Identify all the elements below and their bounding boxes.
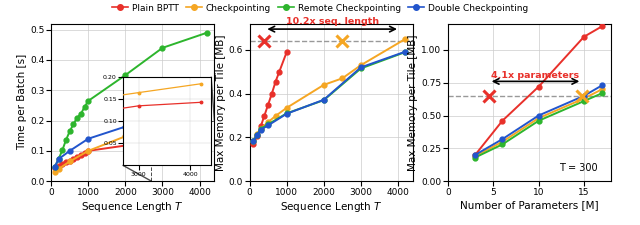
Legend: Plain BPTT, Checkpointing, Remote Checkpointing, Double Checkpointing: Plain BPTT, Checkpointing, Remote Checkp… (108, 0, 532, 16)
Bar (151, 121, 214, 181)
X-axis label: Number of Parameters [M]: Number of Parameters [M] (460, 200, 599, 210)
Y-axis label: Max Memory per Tile [MB]: Max Memory per Tile [MB] (216, 34, 225, 171)
X-axis label: Sequence Length $T$: Sequence Length $T$ (280, 200, 383, 214)
X-axis label: Sequence Length $T$: Sequence Length $T$ (81, 200, 184, 214)
Y-axis label: Time per Batch [s]: Time per Batch [s] (17, 54, 27, 151)
Text: 10.2x seq. length: 10.2x seq. length (285, 18, 379, 27)
Y-axis label: Max Memory per Tile [MB]: Max Memory per Tile [MB] (408, 34, 418, 171)
Text: T = 300: T = 300 (559, 163, 598, 173)
Text: 4.1x parameters: 4.1x parameters (492, 71, 580, 80)
